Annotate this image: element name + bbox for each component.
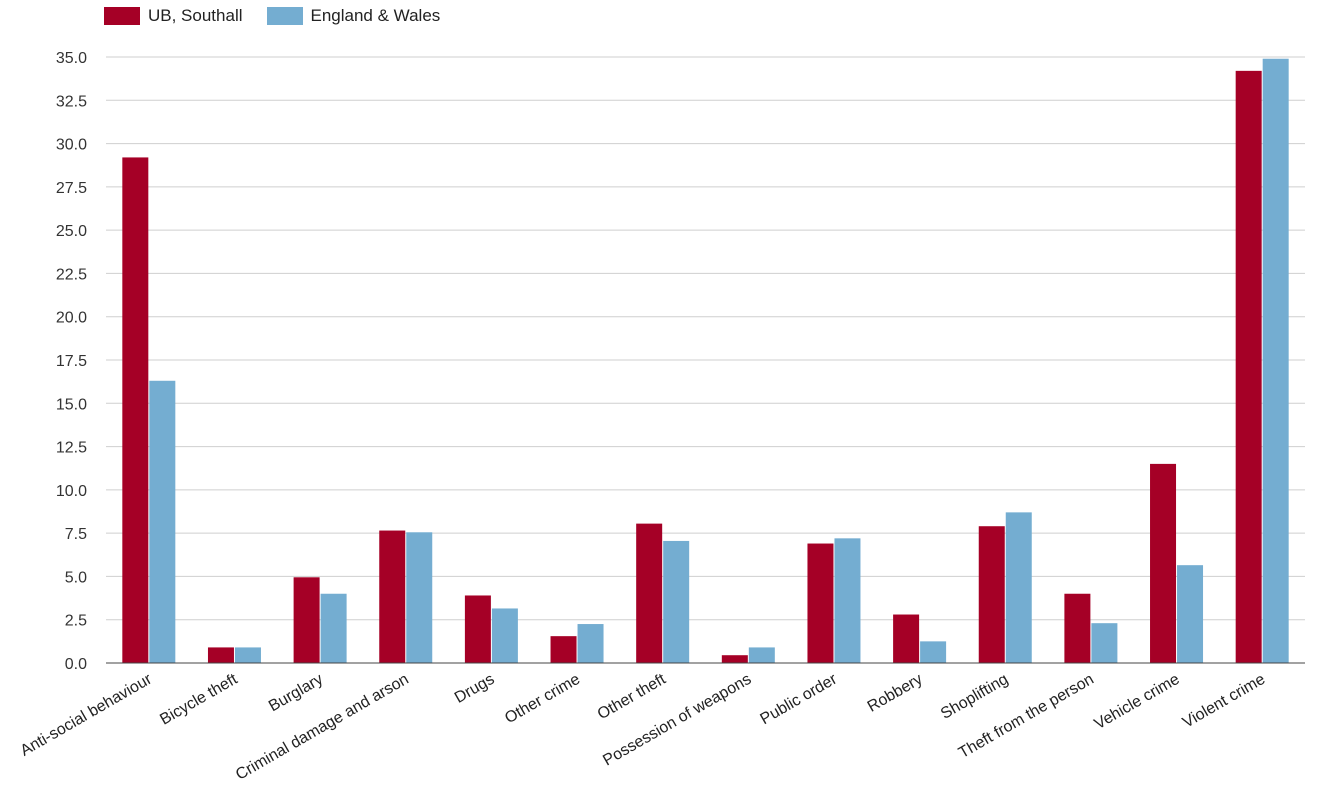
legend: UB, Southall England & Wales <box>104 6 440 26</box>
bar-england-wales[interactable] <box>1091 623 1118 663</box>
bar-england-wales[interactable] <box>1262 58 1289 663</box>
y-tick-label: 12.5 <box>56 440 87 457</box>
y-tick-label: 22.5 <box>56 266 87 283</box>
bar-england-wales[interactable] <box>748 647 775 663</box>
bar-ub-southall[interactable] <box>379 530 406 663</box>
x-tick-label: Other theft <box>595 670 669 723</box>
bar-england-wales[interactable] <box>1177 565 1204 663</box>
bar-england-wales[interactable] <box>577 624 604 663</box>
bar-england-wales[interactable] <box>149 380 176 663</box>
bar-ub-southall[interactable] <box>721 655 748 663</box>
legend-label-ub-southall: UB, Southall <box>148 6 243 25</box>
y-tick-label: 30.0 <box>56 137 87 154</box>
bar-england-wales[interactable] <box>920 641 947 663</box>
y-tick-label: 0.0 <box>65 656 87 673</box>
x-tick-label: Robbery <box>865 671 926 716</box>
x-tick-label: Violent crime <box>1180 671 1268 732</box>
bar-ub-southall[interactable] <box>207 647 234 663</box>
bar-ub-southall[interactable] <box>464 595 491 663</box>
x-tick-label: Possession of weapons <box>600 671 754 770</box>
x-tick-label: Theft from the person <box>956 671 1097 762</box>
x-tick-label: Anti-social behaviour <box>18 670 156 759</box>
y-tick-label: 7.5 <box>65 526 87 543</box>
legend-item-england-wales[interactable]: England & Wales <box>266 6 441 26</box>
x-tick-label: Burglary <box>266 671 326 716</box>
bar-england-wales[interactable] <box>834 538 861 663</box>
y-tick-label: 35.0 <box>56 50 87 67</box>
legend-label-england-wales: England & Wales <box>310 6 441 25</box>
x-tick-label: Other crime <box>502 671 583 728</box>
bar-england-wales[interactable] <box>406 532 433 663</box>
bar-ub-southall[interactable] <box>893 614 920 663</box>
bar-ub-southall[interactable] <box>978 526 1005 663</box>
y-tick-label: 5.0 <box>65 569 87 586</box>
bar-ub-southall[interactable] <box>807 543 834 663</box>
x-tick-label: Shoplifting <box>938 671 1011 723</box>
bar-england-wales[interactable] <box>663 540 690 663</box>
y-tick-label: 17.5 <box>56 353 87 370</box>
y-tick-label: 25.0 <box>56 223 87 240</box>
bar-ub-southall[interactable] <box>293 577 320 663</box>
bar-ub-southall[interactable] <box>636 523 663 663</box>
y-tick-label: 32.5 <box>56 93 87 110</box>
legend-swatch-ub-southall <box>104 7 140 25</box>
bar-england-wales[interactable] <box>1005 512 1032 663</box>
y-tick-label: 27.5 <box>56 180 87 197</box>
bar-england-wales[interactable] <box>320 593 347 663</box>
y-tick-label: 15.0 <box>56 396 87 413</box>
bar-england-wales[interactable] <box>491 608 518 663</box>
x-tick-label: Vehicle crime <box>1092 671 1183 733</box>
bar-ub-southall[interactable] <box>1235 70 1262 663</box>
x-tick-label: Public order <box>758 670 841 728</box>
y-tick-label: 2.5 <box>65 613 87 630</box>
legend-item-ub-southall[interactable]: UB, Southall <box>104 6 243 26</box>
x-tick-label: Criminal damage and arson <box>233 671 412 784</box>
legend-swatch-england-wales <box>266 7 303 25</box>
x-tick-label: Bicycle theft <box>157 670 241 728</box>
y-tick-label: 20.0 <box>56 310 87 327</box>
x-tick-label: Drugs <box>452 671 497 707</box>
bar-england-wales[interactable] <box>234 647 261 663</box>
y-tick-label: 10.0 <box>56 483 87 500</box>
bar-ub-southall[interactable] <box>1150 463 1177 663</box>
bar-ub-southall[interactable] <box>1064 593 1091 663</box>
bar-ub-southall[interactable] <box>550 636 577 663</box>
bar-ub-southall[interactable] <box>122 157 149 663</box>
